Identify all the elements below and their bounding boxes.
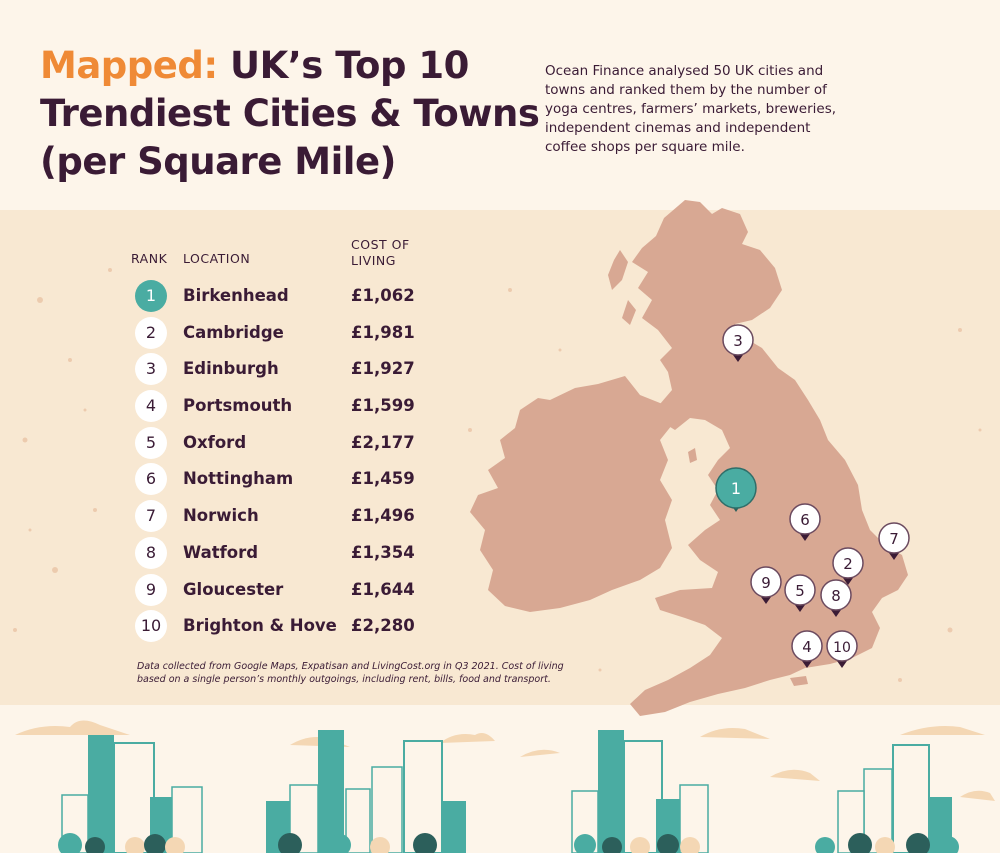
marker-label: 10: [833, 640, 851, 656]
rank-badge: 9: [135, 574, 167, 606]
marker-label: 5: [795, 582, 805, 600]
table-row: 9 Gloucester £1,644: [135, 574, 435, 606]
table-row: 10 Brighton & Hove £2,280: [135, 610, 435, 642]
map-marker[interactable]: 7: [878, 522, 910, 560]
cost-cell: £1,354: [351, 543, 415, 562]
location-cell: Gloucester: [183, 580, 284, 599]
map-marker[interactable]: 2: [832, 547, 864, 585]
rank-badge: 10: [135, 610, 167, 642]
marker-label: 3: [733, 332, 743, 350]
building-group: [58, 735, 203, 853]
table-row: 7 Norwich £1,496: [135, 500, 435, 532]
cost-cell: £1,981: [351, 323, 415, 342]
title-accent: Mapped:: [40, 44, 218, 87]
marker-label: 9: [761, 574, 771, 592]
rank-badge: 5: [135, 427, 167, 459]
table-row: 4 Portsmouth £1,599: [135, 390, 435, 422]
rank-badge: 6: [135, 463, 167, 495]
cost-cell: £2,280: [351, 616, 415, 635]
table-row: 1 Birkenhead £1,062: [135, 280, 435, 312]
location-column-header: LOCATION: [183, 251, 251, 266]
location-cell: Oxford: [183, 433, 247, 452]
great-britain-landmass: [630, 200, 908, 716]
isle-of-wight: [790, 676, 808, 686]
rank-badge: 2: [135, 317, 167, 349]
building-group: [266, 730, 466, 853]
location-cell: Brighton & Hove: [183, 616, 337, 635]
cost-column-header: COST OF LIVING: [351, 237, 410, 269]
table-row: 8 Watford £1,354: [135, 537, 435, 569]
cost-cell: £2,177: [351, 433, 415, 452]
header-background: [0, 0, 1000, 210]
hebrides-islands: [608, 250, 628, 290]
rank-badge: 8: [135, 537, 167, 569]
intro-text: Ocean Finance analysed 50 UK cities and …: [545, 63, 837, 155]
rank-badge: 3: [135, 353, 167, 385]
marker-label: 1: [731, 479, 741, 498]
rank-badge: 4: [135, 390, 167, 422]
title-line-1: UK’s Top 10: [230, 44, 469, 87]
cost-cell: £1,927: [351, 359, 415, 378]
map-marker[interactable]: 6: [789, 503, 821, 541]
isle-of-man: [688, 448, 697, 463]
location-cell: Watford: [183, 543, 259, 562]
data-source-footnote: Data collected from Google Maps, Expatis…: [137, 661, 564, 685]
building-group: [815, 744, 959, 853]
location-cell: Nottingham: [183, 469, 294, 488]
cost-cell: £1,599: [351, 396, 415, 415]
speckle-texture: [13, 268, 982, 682]
table-row: 3 Edinburgh £1,927: [135, 353, 435, 385]
marker-label: 2: [843, 555, 853, 573]
location-cell: Portsmouth: [183, 396, 293, 415]
map-marker[interactable]: 1: [715, 467, 757, 512]
map-marker[interactable]: 10: [826, 630, 858, 668]
cost-cell: £1,496: [351, 506, 415, 525]
marker-label: 7: [889, 530, 899, 548]
page-title: Mapped: UK’s Top 10 Trendiest Cities & T…: [40, 42, 540, 186]
cost-cell: £1,062: [351, 286, 415, 305]
building-group: [571, 730, 709, 853]
location-cell: Edinburgh: [183, 359, 279, 378]
table-row: 5 Oxford £2,177: [135, 427, 435, 459]
table-row: 2 Cambridge £1,981: [135, 317, 435, 349]
map-marker[interactable]: 3: [722, 324, 754, 362]
hebrides-islands-south: [622, 300, 636, 325]
rank-badge: 7: [135, 500, 167, 532]
cost-header-line-1: COST OF: [351, 237, 410, 252]
marker-label: 8: [831, 587, 841, 605]
title-line-2: Trendiest Cities & Towns: [40, 92, 540, 135]
uk-ireland-map: 1 2 3 4 5 6 7 8 9 10: [470, 200, 910, 716]
map-marker[interactable]: 4: [791, 630, 823, 668]
table-row: 6 Nottingham £1,459: [135, 463, 435, 495]
marker-label: 6: [800, 511, 810, 529]
cost-cell: £1,644: [351, 580, 415, 599]
location-cell: Norwich: [183, 506, 259, 525]
rank-column-header: RANK: [131, 251, 168, 266]
location-cell: Cambridge: [183, 323, 284, 342]
cost-cell: £1,459: [351, 469, 415, 488]
rank-badge: 1: [135, 280, 167, 312]
map-marker[interactable]: 5: [784, 574, 816, 612]
map-marker[interactable]: 9: [750, 566, 782, 604]
ireland-landmass: [470, 376, 672, 612]
cost-header-line-2: LIVING: [351, 253, 396, 268]
map-marker[interactable]: 8: [820, 579, 852, 617]
cloud-icon: [15, 720, 995, 801]
marker-label: 4: [802, 638, 812, 656]
location-cell: Birkenhead: [183, 286, 289, 305]
city-skyline-illustration: [15, 720, 995, 853]
title-line-3: (per Square Mile): [40, 140, 396, 183]
